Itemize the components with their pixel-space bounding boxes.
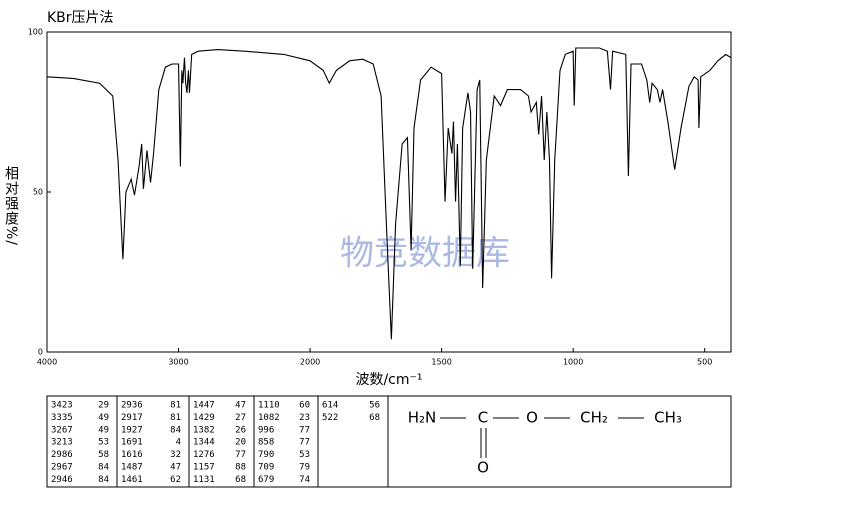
y-tick-label: 50 bbox=[33, 188, 43, 197]
peak-wavenumber: 1461 bbox=[121, 475, 143, 485]
peak-wavenumber: 709 bbox=[258, 463, 274, 473]
peak-intensity: 81 bbox=[170, 413, 181, 423]
peak-intensity: 56 bbox=[369, 401, 380, 411]
peak-intensity: 62 bbox=[170, 475, 181, 485]
atom: C bbox=[478, 409, 488, 427]
atom: O bbox=[477, 459, 489, 477]
x-axis-label: 波数/cm⁻¹ bbox=[355, 372, 422, 388]
peak-wavenumber: 1110 bbox=[258, 401, 280, 411]
atom: CH₃ bbox=[654, 409, 682, 427]
peak-intensity: 47 bbox=[235, 401, 246, 411]
peak-intensity: 88 bbox=[235, 463, 246, 473]
peak-intensity: 58 bbox=[98, 450, 109, 460]
peak-intensity: 74 bbox=[299, 475, 310, 485]
peak-wavenumber: 1487 bbox=[121, 463, 143, 473]
peak-intensity: 68 bbox=[369, 413, 380, 423]
plot-frame bbox=[46, 31, 732, 353]
x-tick-label: 4000 bbox=[37, 358, 57, 367]
x-tick-label: 3000 bbox=[168, 358, 188, 367]
peak-intensity: 49 bbox=[98, 425, 109, 435]
peak-wavenumber: 1447 bbox=[193, 401, 215, 411]
peak-wavenumber: 2936 bbox=[121, 401, 143, 411]
peak-wavenumber: 2946 bbox=[51, 475, 73, 485]
structure: H₂N C O CH₂ CH₃ O bbox=[408, 409, 682, 477]
peak-intensity: 53 bbox=[299, 450, 310, 460]
peak-intensity: 84 bbox=[170, 425, 181, 435]
peak-intensity: 27 bbox=[235, 413, 246, 423]
peak-wavenumber: 2917 bbox=[121, 413, 143, 423]
peak-wavenumber: 2986 bbox=[51, 450, 73, 460]
peak-intensity: 81 bbox=[170, 401, 181, 411]
peak-intensity: 79 bbox=[299, 463, 310, 473]
peak-intensity: 20 bbox=[235, 438, 246, 448]
peak-wavenumber: 2967 bbox=[51, 463, 73, 473]
peak-intensity: 23 bbox=[299, 413, 310, 423]
peak-wavenumber: 522 bbox=[322, 413, 338, 423]
peak-intensity: 26 bbox=[235, 425, 246, 435]
spectrum-line bbox=[46, 47, 732, 340]
peak-wavenumber: 790 bbox=[258, 450, 274, 460]
peak-intensity: 84 bbox=[98, 475, 109, 485]
peak-intensity: 49 bbox=[98, 413, 109, 423]
peak-intensity: 60 bbox=[299, 401, 310, 411]
y-tick-label: 0 bbox=[38, 348, 43, 357]
peak-wavenumber: 614 bbox=[322, 401, 338, 411]
peak-wavenumber: 1616 bbox=[121, 450, 143, 460]
peak-wavenumber: 1344 bbox=[193, 438, 215, 448]
x-tick-label: 500 bbox=[697, 358, 712, 367]
peak-intensity: 29 bbox=[98, 401, 109, 411]
peak-wavenumber: 1429 bbox=[193, 413, 215, 423]
peak-wavenumber: 858 bbox=[258, 438, 274, 448]
peak-intensity: 77 bbox=[299, 425, 310, 435]
chart-title: KBr压片法 bbox=[47, 10, 114, 26]
table-frame bbox=[46, 395, 732, 488]
peak-intensity: 53 bbox=[98, 438, 109, 448]
y-tick-label: 100 bbox=[28, 28, 43, 37]
peak-intensity: 68 bbox=[235, 475, 246, 485]
peak-wavenumber: 3213 bbox=[51, 438, 73, 448]
x-tick-label: 2000 bbox=[300, 358, 320, 367]
atom: CH₂ bbox=[580, 409, 608, 427]
peak-wavenumber: 1927 bbox=[121, 425, 143, 435]
peak-wavenumber: 3335 bbox=[51, 413, 73, 423]
peak-wavenumber: 1691 bbox=[121, 438, 143, 448]
y-axis-label: 相对强度%/ bbox=[3, 166, 19, 247]
peak-wavenumber: 3267 bbox=[51, 425, 73, 435]
peak-wavenumber: 1276 bbox=[193, 450, 215, 460]
peak-wavenumber: 1157 bbox=[193, 463, 215, 473]
peak-intensity: 47 bbox=[170, 463, 181, 473]
peak-wavenumber: 996 bbox=[258, 425, 274, 435]
peak-intensity: 77 bbox=[235, 450, 246, 460]
peak-wavenumber: 1082 bbox=[258, 413, 280, 423]
peak-wavenumber: 3423 bbox=[51, 401, 73, 411]
peak-wavenumber: 1131 bbox=[193, 475, 215, 485]
x-tick-label: 1000 bbox=[563, 358, 583, 367]
peak-intensity: 32 bbox=[170, 450, 181, 460]
peak-wavenumber: 679 bbox=[258, 475, 274, 485]
peak-intensity: 77 bbox=[299, 438, 310, 448]
peak-intensity: 84 bbox=[98, 463, 109, 473]
atom: O bbox=[526, 409, 538, 427]
atom: H₂N bbox=[408, 409, 437, 427]
peak-intensity: 4 bbox=[176, 438, 181, 448]
peak-wavenumber: 1382 bbox=[193, 425, 215, 435]
x-tick-label: 1500 bbox=[431, 358, 451, 367]
